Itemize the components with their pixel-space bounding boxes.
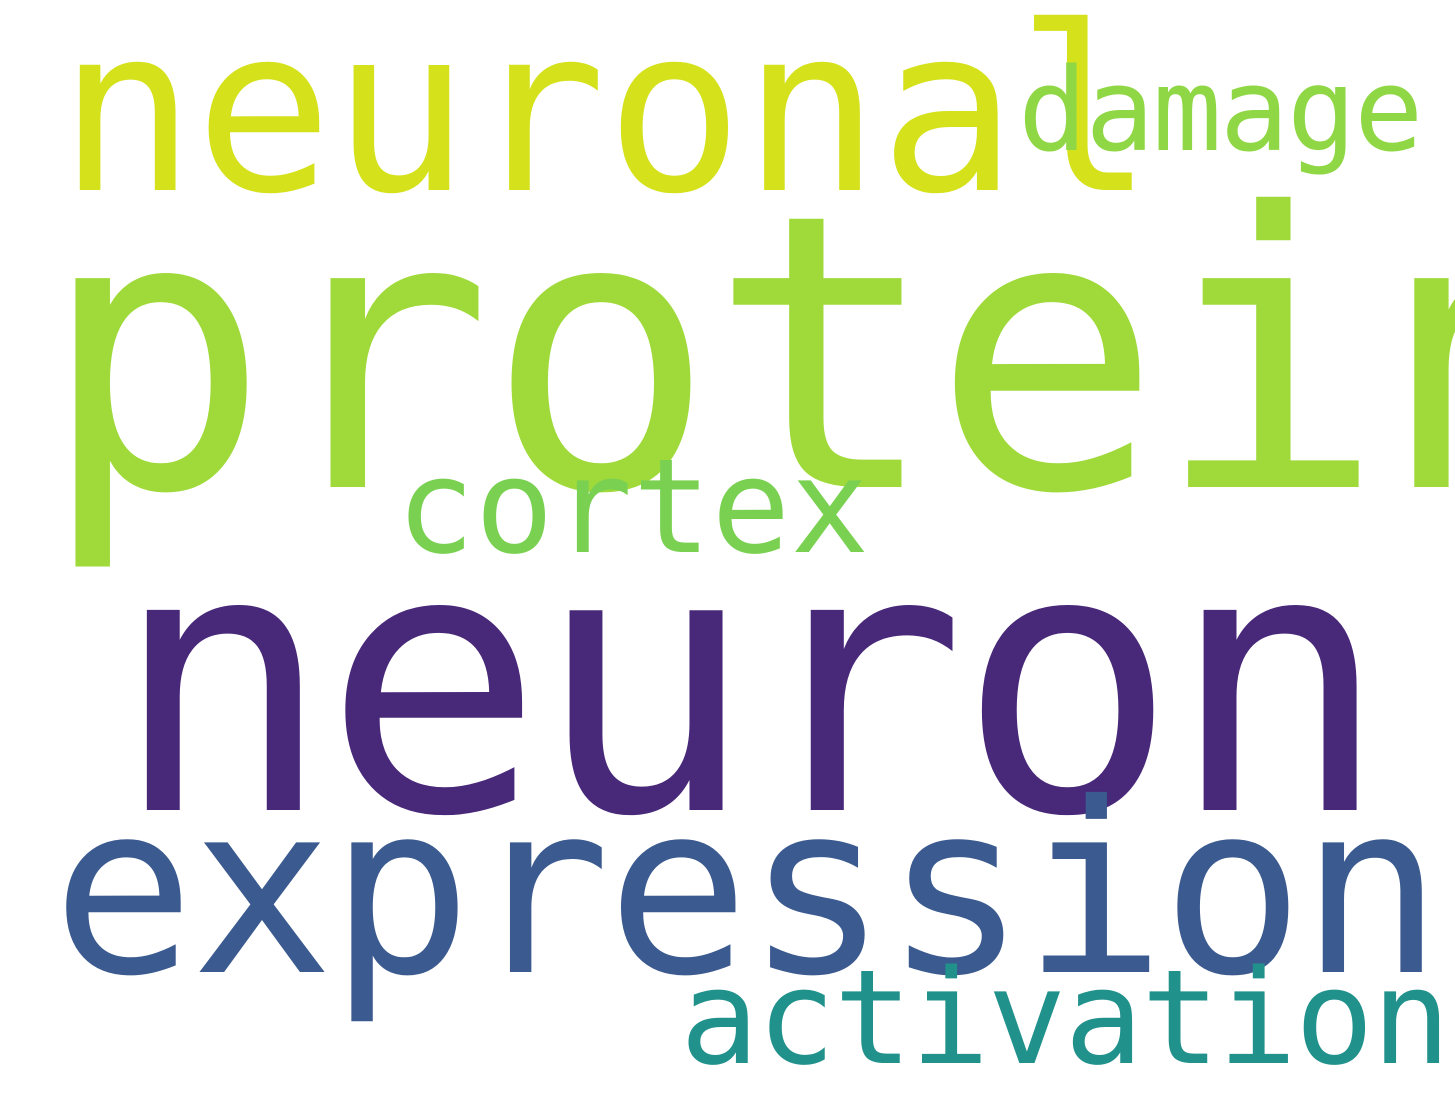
word-neuronal: neuronal (58, 0, 1154, 245)
word-activation: activation (680, 941, 1451, 1094)
word-cortex: cortex (396, 430, 870, 583)
word-protein: protein (40, 133, 1455, 578)
word-damage: damage (1018, 44, 1423, 178)
word-expression: expression (52, 752, 1443, 1028)
word-neuron: neuron (112, 471, 1389, 897)
